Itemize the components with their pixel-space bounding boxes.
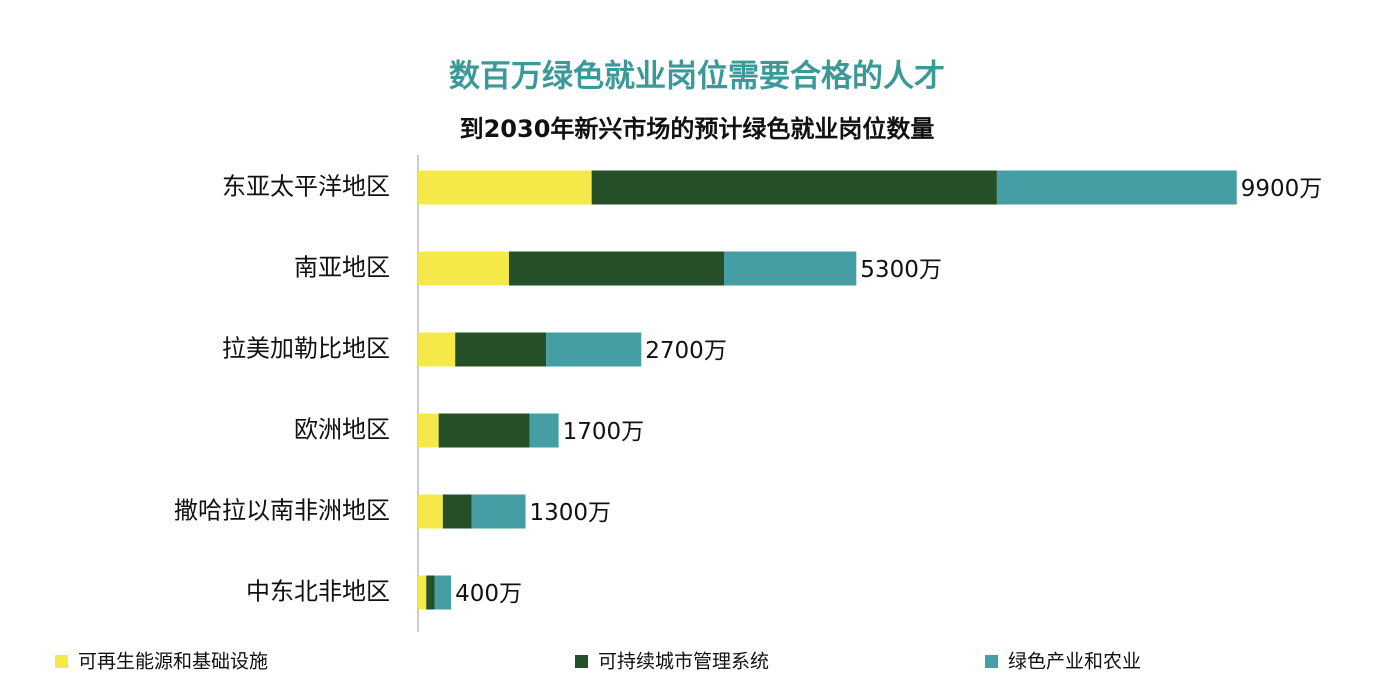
bar-segment [418, 494, 443, 529]
bar-segment [418, 575, 427, 610]
legend-swatch [575, 655, 588, 668]
bar-segment [471, 494, 526, 529]
bar-segment [442, 494, 472, 529]
bar-segment [418, 251, 509, 286]
bar-segment [723, 251, 857, 286]
y-tick-label: 东亚太平洋地区 [222, 173, 390, 201]
total-label: 1300万 [530, 500, 612, 526]
y-tick-label: 南亚地区 [294, 254, 390, 282]
total-label: 1700万 [563, 419, 645, 445]
y-tick-label: 欧洲地区 [294, 416, 390, 444]
bar-segment [508, 251, 724, 286]
bar-segment [418, 413, 439, 448]
bar-segment [438, 413, 530, 448]
bar-segment [426, 575, 435, 610]
total-label: 400万 [455, 581, 522, 607]
total-label: 9900万 [1241, 176, 1323, 202]
bar-segment [418, 332, 456, 367]
chart-subtitle: 到2030年新兴市场的预计绿色就业岗位数量 [460, 115, 935, 143]
bar-segment [591, 170, 997, 205]
bar-segment [529, 413, 559, 448]
total-label: 2700万 [645, 338, 727, 364]
bar-segment [455, 332, 547, 367]
legend-label: 可持续城市管理系统 [598, 651, 769, 673]
y-tick-label: 中东北非地区 [246, 578, 390, 606]
chart-title: 数百万绿色就业岗位需要合格的人才 [449, 59, 945, 95]
legend-swatch [985, 655, 998, 668]
legend-swatch [55, 655, 68, 668]
bar-segment [546, 332, 642, 367]
y-tick-label: 撒哈拉以南非洲地区 [174, 497, 390, 525]
legend-label: 可再生能源和基础设施 [78, 651, 268, 673]
bar-segment [418, 170, 592, 205]
legend-label: 绿色产业和农业 [1008, 651, 1141, 673]
y-tick-label: 拉美加勒比地区 [222, 335, 390, 363]
bar-segment [434, 575, 452, 610]
bar-segment [996, 170, 1237, 205]
total-label: 5300万 [860, 257, 942, 283]
